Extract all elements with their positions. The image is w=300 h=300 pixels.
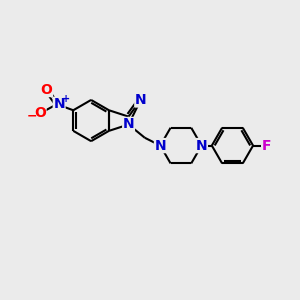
Text: O: O [40, 82, 52, 97]
Text: O: O [34, 106, 46, 120]
Text: N: N [53, 97, 65, 111]
Text: N: N [123, 118, 134, 131]
Text: +: + [61, 94, 70, 104]
Text: F: F [262, 139, 271, 153]
Text: N: N [196, 139, 207, 153]
Text: N: N [135, 93, 146, 107]
Text: −: − [27, 110, 38, 122]
Text: N: N [154, 139, 166, 153]
